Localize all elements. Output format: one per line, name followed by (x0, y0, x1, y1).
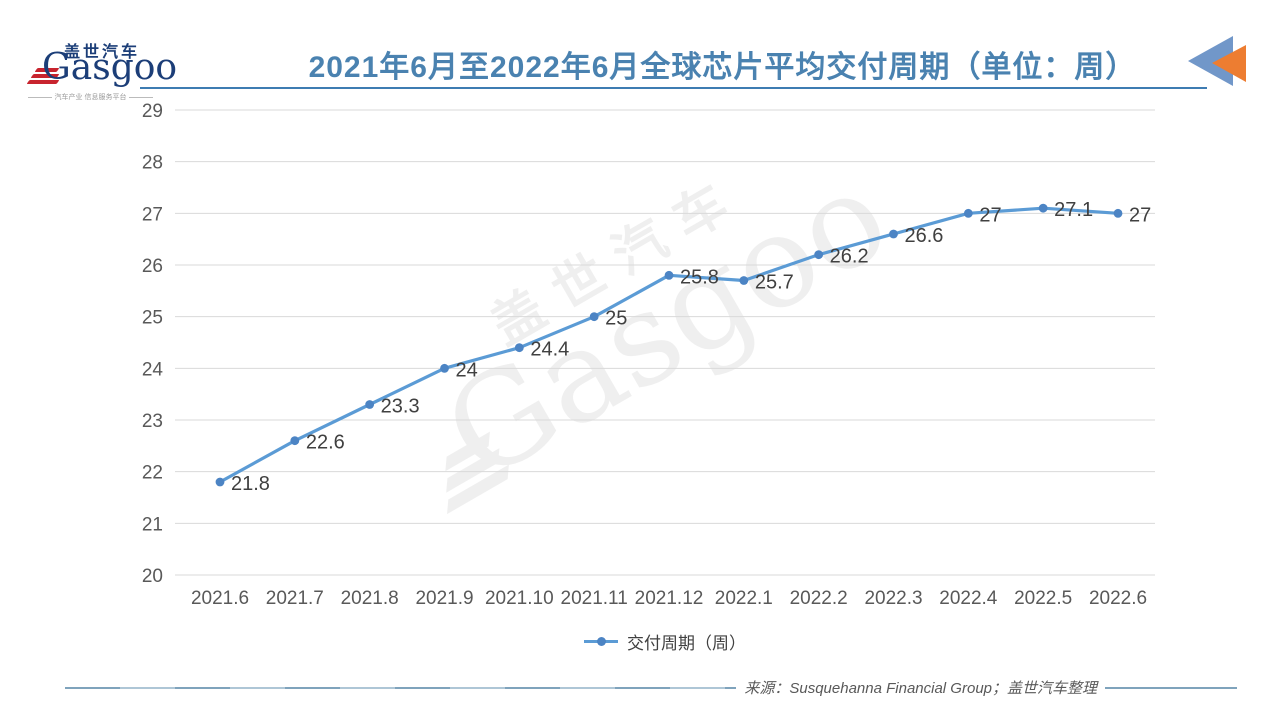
y-tick-label: 29 (142, 101, 163, 122)
data-point-marker (1038, 203, 1048, 213)
x-tick-label: 2021.10 (485, 588, 554, 609)
data-label: 25 (605, 308, 627, 330)
footer-rule-left (65, 686, 737, 689)
data-point-marker (889, 229, 898, 239)
data-point-marker (440, 363, 449, 373)
data-label: 27.1 (1054, 199, 1093, 221)
data-label: 24.4 (530, 339, 569, 361)
y-tick-label: 22 (142, 463, 163, 484)
data-label: 22.6 (306, 432, 345, 454)
gasgoo-logo: 盖世汽车 Gasgoo 汽车产业 信息服务平台 (26, 36, 177, 101)
x-tick-label: 2022.3 (864, 588, 922, 609)
delivery-cycle-line (218, 206, 1120, 484)
blue-triangle-icon (1188, 36, 1233, 86)
data-point-marker (290, 436, 300, 446)
y-tick-label: 25 (142, 308, 163, 329)
data-point-marker (514, 343, 524, 353)
title-underline (140, 87, 1207, 89)
logo-brand-en: Gasgoo (42, 47, 178, 88)
legend-line-marker-icon (584, 637, 618, 646)
data-label: 26.6 (905, 225, 944, 247)
data-point-marker (365, 400, 375, 409)
data-label: 26.2 (830, 246, 869, 268)
x-tick-label: 2022.4 (939, 588, 998, 609)
data-point-marker (215, 477, 225, 487)
y-tick-label: 28 (142, 153, 163, 174)
data-label: 27 (979, 204, 1001, 226)
data-label: 24 (456, 359, 478, 381)
orange-triangle-icon (1212, 45, 1246, 82)
page-title: 2021年6月至2022年6月全球芯片平均交付周期（单位：周） (308, 51, 1137, 84)
x-tick-label: 2022.1 (715, 588, 773, 609)
data-label: 21.8 (231, 473, 270, 495)
x-tick-label: 2021.6 (191, 588, 249, 609)
y-tick-label: 24 (142, 359, 164, 380)
footer-rule-right (1105, 686, 1237, 689)
x-tick-label: 2021.12 (635, 588, 704, 609)
source-text: 来源：Susquehanna Financial Group；盖世汽车整理 (744, 680, 1097, 697)
data-point-marker (739, 276, 749, 285)
data-point-marker (1113, 208, 1123, 218)
data-label: 27 (1129, 204, 1151, 226)
logo-brand-cn: 盖世汽车 (64, 44, 141, 61)
y-tick-label: 26 (142, 256, 163, 277)
logo-tagline: 汽车产业 信息服务平台 (28, 92, 154, 102)
x-tick-label: 2022.2 (790, 588, 848, 609)
data-point-marker (589, 312, 599, 322)
x-tick-label: 2021.7 (266, 588, 324, 609)
y-tick-label: 23 (142, 411, 163, 432)
footer: 来源：Susquehanna Financial Group；盖世汽车整理 (65, 677, 1237, 698)
y-tick-label: 21 (142, 514, 163, 535)
data-label: 23.3 (381, 396, 420, 418)
logo-tagline-text: 汽车产业 信息服务平台 (54, 94, 127, 101)
x-tick-label: 2022.6 (1089, 588, 1147, 609)
corner-triangles-icon (1188, 36, 1246, 86)
data-label: 25.7 (755, 272, 794, 294)
x-tick-label: 2021.9 (415, 588, 473, 609)
data-point-marker (664, 270, 674, 280)
data-point-marker (963, 208, 973, 218)
data-label: 25.8 (680, 266, 719, 288)
data-point-marker (814, 250, 824, 260)
x-tick-label: 2021.8 (341, 588, 399, 609)
y-tick-label: 27 (142, 204, 163, 225)
x-tick-label: 2022.5 (1014, 588, 1072, 609)
legend-label: 交付周期（周） (627, 634, 746, 653)
y-tick-label: 20 (142, 566, 163, 587)
chart-legend: 交付周期（周） (175, 629, 1155, 654)
x-tick-label: 2021.11 (561, 588, 628, 609)
